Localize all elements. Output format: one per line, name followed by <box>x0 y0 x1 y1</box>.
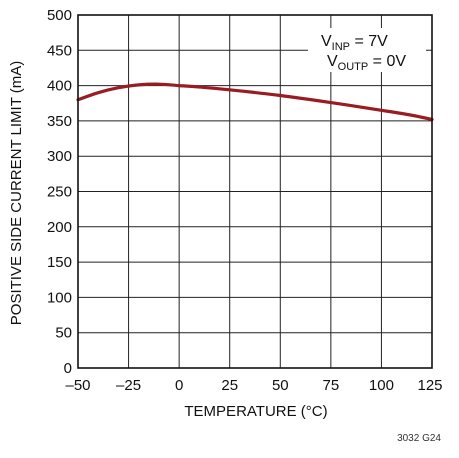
y-tick-label: 150 <box>47 254 72 271</box>
y-tick-label: 450 <box>47 42 72 59</box>
annotation-vinp-main: V <box>321 33 332 50</box>
y-tick-label: 100 <box>47 289 72 306</box>
y-tick-label: 350 <box>47 113 72 130</box>
x-tick-label: 100 <box>369 377 394 394</box>
y-tick-label: 200 <box>47 219 72 236</box>
annotation-voutp-main: V <box>327 53 338 70</box>
plot-frame <box>77 14 433 369</box>
x-tick-label: 50 <box>272 377 289 394</box>
x-tick-label: 0 <box>175 377 183 394</box>
annotation-vinp-rest: = 7V <box>350 33 388 50</box>
grid <box>77 14 433 369</box>
annotation-voutp: VOUTP = 0V <box>327 53 406 73</box>
y-tick-label: 300 <box>47 148 72 165</box>
series-line <box>76 82 434 122</box>
x-tick-label: 25 <box>221 377 238 394</box>
annotation-vinp-sub: INP <box>332 41 350 53</box>
y-tick-label: 500 <box>47 7 72 24</box>
x-tick-label: 75 <box>323 377 340 394</box>
annotation-voutp-sub: OUTP <box>338 61 369 73</box>
data-layer <box>76 82 434 122</box>
y-tick-label: 50 <box>55 325 72 342</box>
annotation-voutp-rest: = 0V <box>368 53 406 70</box>
y-tick-label: 250 <box>47 184 72 201</box>
x-axis-label: TEMPERATURE (°C) <box>184 403 327 420</box>
annotation-background <box>308 28 426 72</box>
figure-id: 3032 G24 <box>397 433 441 444</box>
y-axis-label: POSITIVE SIDE CURRENT LIMIT (mA) <box>8 61 25 325</box>
y-tick-label: 400 <box>47 78 72 95</box>
x-tick-label: 125 <box>417 377 442 394</box>
y-tick-label: 0 <box>64 360 72 377</box>
x-tick-label: –50 <box>65 377 90 394</box>
y-tick-labels: 0 50 100 150 200 250 300 350 400 450 500 <box>47 7 72 377</box>
x-tick-label: –25 <box>116 377 141 394</box>
x-tick-labels: –50 –25 0 25 50 75 100 125 <box>65 377 442 394</box>
annotation-vinp: VINP = 7V <box>321 33 388 53</box>
